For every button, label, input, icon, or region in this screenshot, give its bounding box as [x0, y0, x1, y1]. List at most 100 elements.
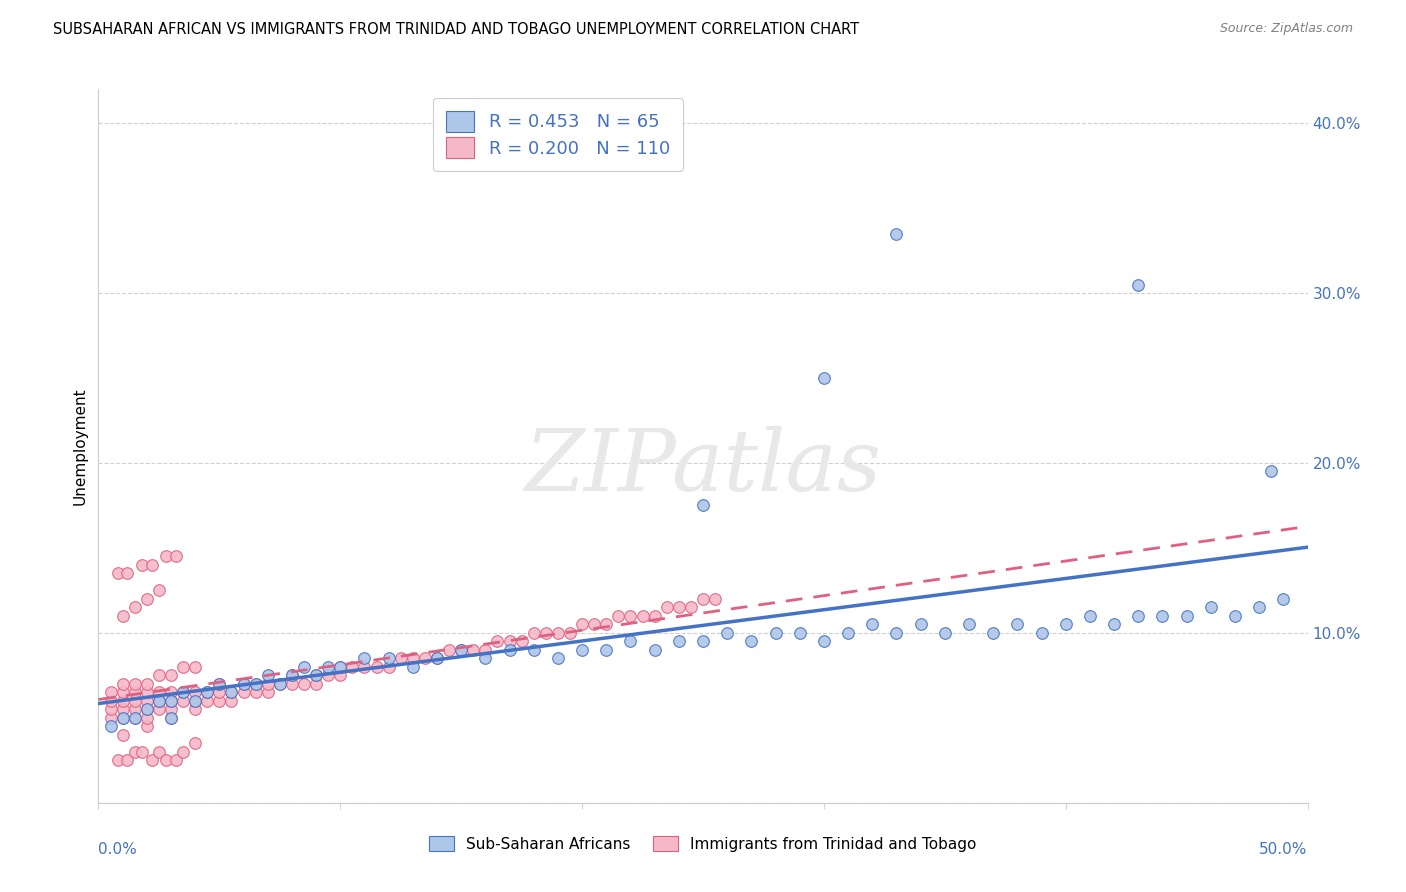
Point: [111, 702, 134, 716]
Point: [413, 651, 436, 665]
Point: [437, 643, 460, 657]
Point: [184, 694, 207, 708]
Point: [1128, 277, 1150, 292]
Point: [232, 685, 254, 699]
Point: [184, 702, 207, 716]
Text: 0.0%: 0.0%: [98, 842, 138, 857]
Point: [305, 668, 328, 682]
Point: [1175, 608, 1198, 623]
Y-axis label: Unemployment: Unemployment: [72, 387, 87, 505]
Point: [124, 745, 146, 759]
Point: [232, 677, 254, 691]
Point: [644, 643, 666, 657]
Point: [135, 711, 157, 725]
Point: [111, 711, 134, 725]
Point: [1128, 608, 1150, 623]
Point: [131, 745, 153, 759]
Point: [486, 634, 509, 648]
Point: [644, 608, 666, 623]
Point: [668, 600, 690, 615]
Point: [305, 668, 328, 682]
Point: [195, 685, 218, 699]
Point: [124, 677, 146, 691]
Point: [148, 668, 170, 682]
Point: [679, 600, 702, 615]
Point: [124, 711, 146, 725]
Point: [981, 626, 1004, 640]
Point: [165, 549, 187, 564]
Point: [184, 736, 207, 750]
Point: [131, 558, 153, 572]
Point: [135, 685, 157, 699]
Point: [160, 668, 183, 682]
Point: [595, 617, 617, 632]
Point: [886, 227, 908, 241]
Point: [402, 660, 425, 674]
Point: [292, 660, 315, 674]
Point: [100, 685, 122, 699]
Point: [534, 626, 557, 640]
Point: [426, 651, 449, 665]
Point: [329, 660, 352, 674]
Point: [100, 694, 122, 708]
Point: [160, 711, 183, 725]
Point: [668, 634, 690, 648]
Point: [1054, 617, 1077, 632]
Point: [366, 660, 388, 674]
Point: [172, 660, 194, 674]
Point: [910, 617, 932, 632]
Point: [571, 643, 593, 657]
Point: [1223, 608, 1246, 623]
Point: [195, 694, 218, 708]
Point: [148, 583, 170, 598]
Point: [377, 660, 399, 674]
Point: [1152, 608, 1174, 623]
Point: [886, 626, 908, 640]
Point: [281, 668, 304, 682]
Point: [607, 608, 630, 623]
Point: [208, 685, 231, 699]
Point: [221, 685, 243, 699]
Text: 50.0%: 50.0%: [1260, 842, 1308, 857]
Point: [402, 651, 425, 665]
Point: [692, 499, 714, 513]
Point: [353, 651, 375, 665]
Point: [789, 626, 811, 640]
Point: [813, 634, 835, 648]
Point: [165, 753, 187, 767]
Point: [957, 617, 980, 632]
Point: [353, 660, 375, 674]
Point: [172, 685, 194, 699]
Point: [124, 694, 146, 708]
Legend: Sub-Saharan Africans, Immigrants from Trinidad and Tobago: Sub-Saharan Africans, Immigrants from Tr…: [422, 828, 984, 859]
Point: [523, 643, 546, 657]
Point: [655, 600, 678, 615]
Point: [692, 634, 714, 648]
Point: [160, 694, 183, 708]
Text: ZIPatlas: ZIPatlas: [524, 426, 882, 508]
Point: [547, 651, 569, 665]
Point: [692, 591, 714, 606]
Point: [1078, 608, 1101, 623]
Point: [124, 702, 146, 716]
Point: [292, 677, 315, 691]
Point: [1249, 600, 1271, 615]
Point: [342, 660, 364, 674]
Point: [172, 685, 194, 699]
Point: [232, 677, 254, 691]
Point: [148, 685, 170, 699]
Point: [148, 694, 170, 708]
Point: [141, 558, 163, 572]
Point: [256, 677, 278, 691]
Point: [160, 702, 183, 716]
Point: [305, 677, 328, 691]
Point: [172, 694, 194, 708]
Point: [631, 608, 654, 623]
Point: [281, 677, 304, 691]
Point: [474, 651, 496, 665]
Point: [765, 626, 787, 640]
Text: SUBSAHARAN AFRICAN VS IMMIGRANTS FROM TRINIDAD AND TOBAGO UNEMPLOYMENT CORRELATI: SUBSAHARAN AFRICAN VS IMMIGRANTS FROM TR…: [53, 22, 859, 37]
Point: [135, 591, 157, 606]
Text: Source: ZipAtlas.com: Source: ZipAtlas.com: [1219, 22, 1353, 36]
Point: [256, 685, 278, 699]
